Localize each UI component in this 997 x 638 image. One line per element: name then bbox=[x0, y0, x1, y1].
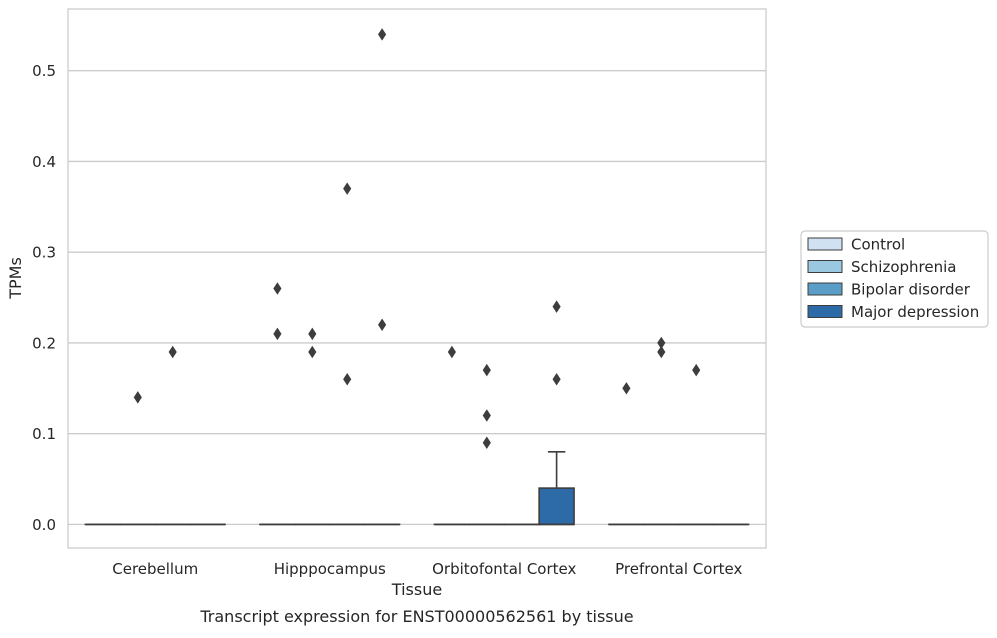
x-tick-labels: Cerebellum Hipppocampus Orbitofontal Corte… bbox=[112, 560, 742, 578]
y-tick-label: 0.4 bbox=[32, 153, 56, 171]
y-tick-label: 0.0 bbox=[32, 516, 56, 534]
x-tick-label: Cerebellum bbox=[112, 560, 198, 578]
legend-label: Bipolar disorder bbox=[851, 281, 971, 299]
legend-label: Schizophrenia bbox=[851, 258, 956, 276]
y-tick-label: 0.2 bbox=[32, 334, 56, 352]
x-tick-label: Prefrontal Cortex bbox=[615, 560, 742, 578]
x-tick-label: Hipppocampus bbox=[274, 560, 386, 578]
legend-label: Major depression bbox=[851, 303, 979, 321]
legend-swatch bbox=[808, 238, 842, 250]
y-tick-label: 0.5 bbox=[32, 62, 56, 80]
x-axis-label: Tissue bbox=[391, 580, 442, 599]
legend-label: Control bbox=[851, 236, 905, 254]
x-tick-label: Orbitofontal Cortex bbox=[432, 560, 576, 578]
legend-swatch bbox=[808, 283, 842, 295]
y-axis-label: TPMs bbox=[6, 257, 25, 300]
plot-background bbox=[68, 9, 766, 548]
legend-swatch bbox=[808, 261, 842, 273]
box bbox=[539, 488, 574, 524]
y-tick-label: 0.1 bbox=[32, 425, 56, 443]
y-tick-labels: 0.0 0.1 0.2 0.3 0.4 0.5 bbox=[32, 62, 56, 534]
y-tick-label: 0.3 bbox=[32, 244, 56, 262]
legend: Control Schizophrenia Bipolar disorder Majo… bbox=[801, 231, 988, 327]
legend-swatch bbox=[808, 306, 842, 318]
chart-caption: Transcript expression for ENST0000056256… bbox=[199, 607, 633, 626]
